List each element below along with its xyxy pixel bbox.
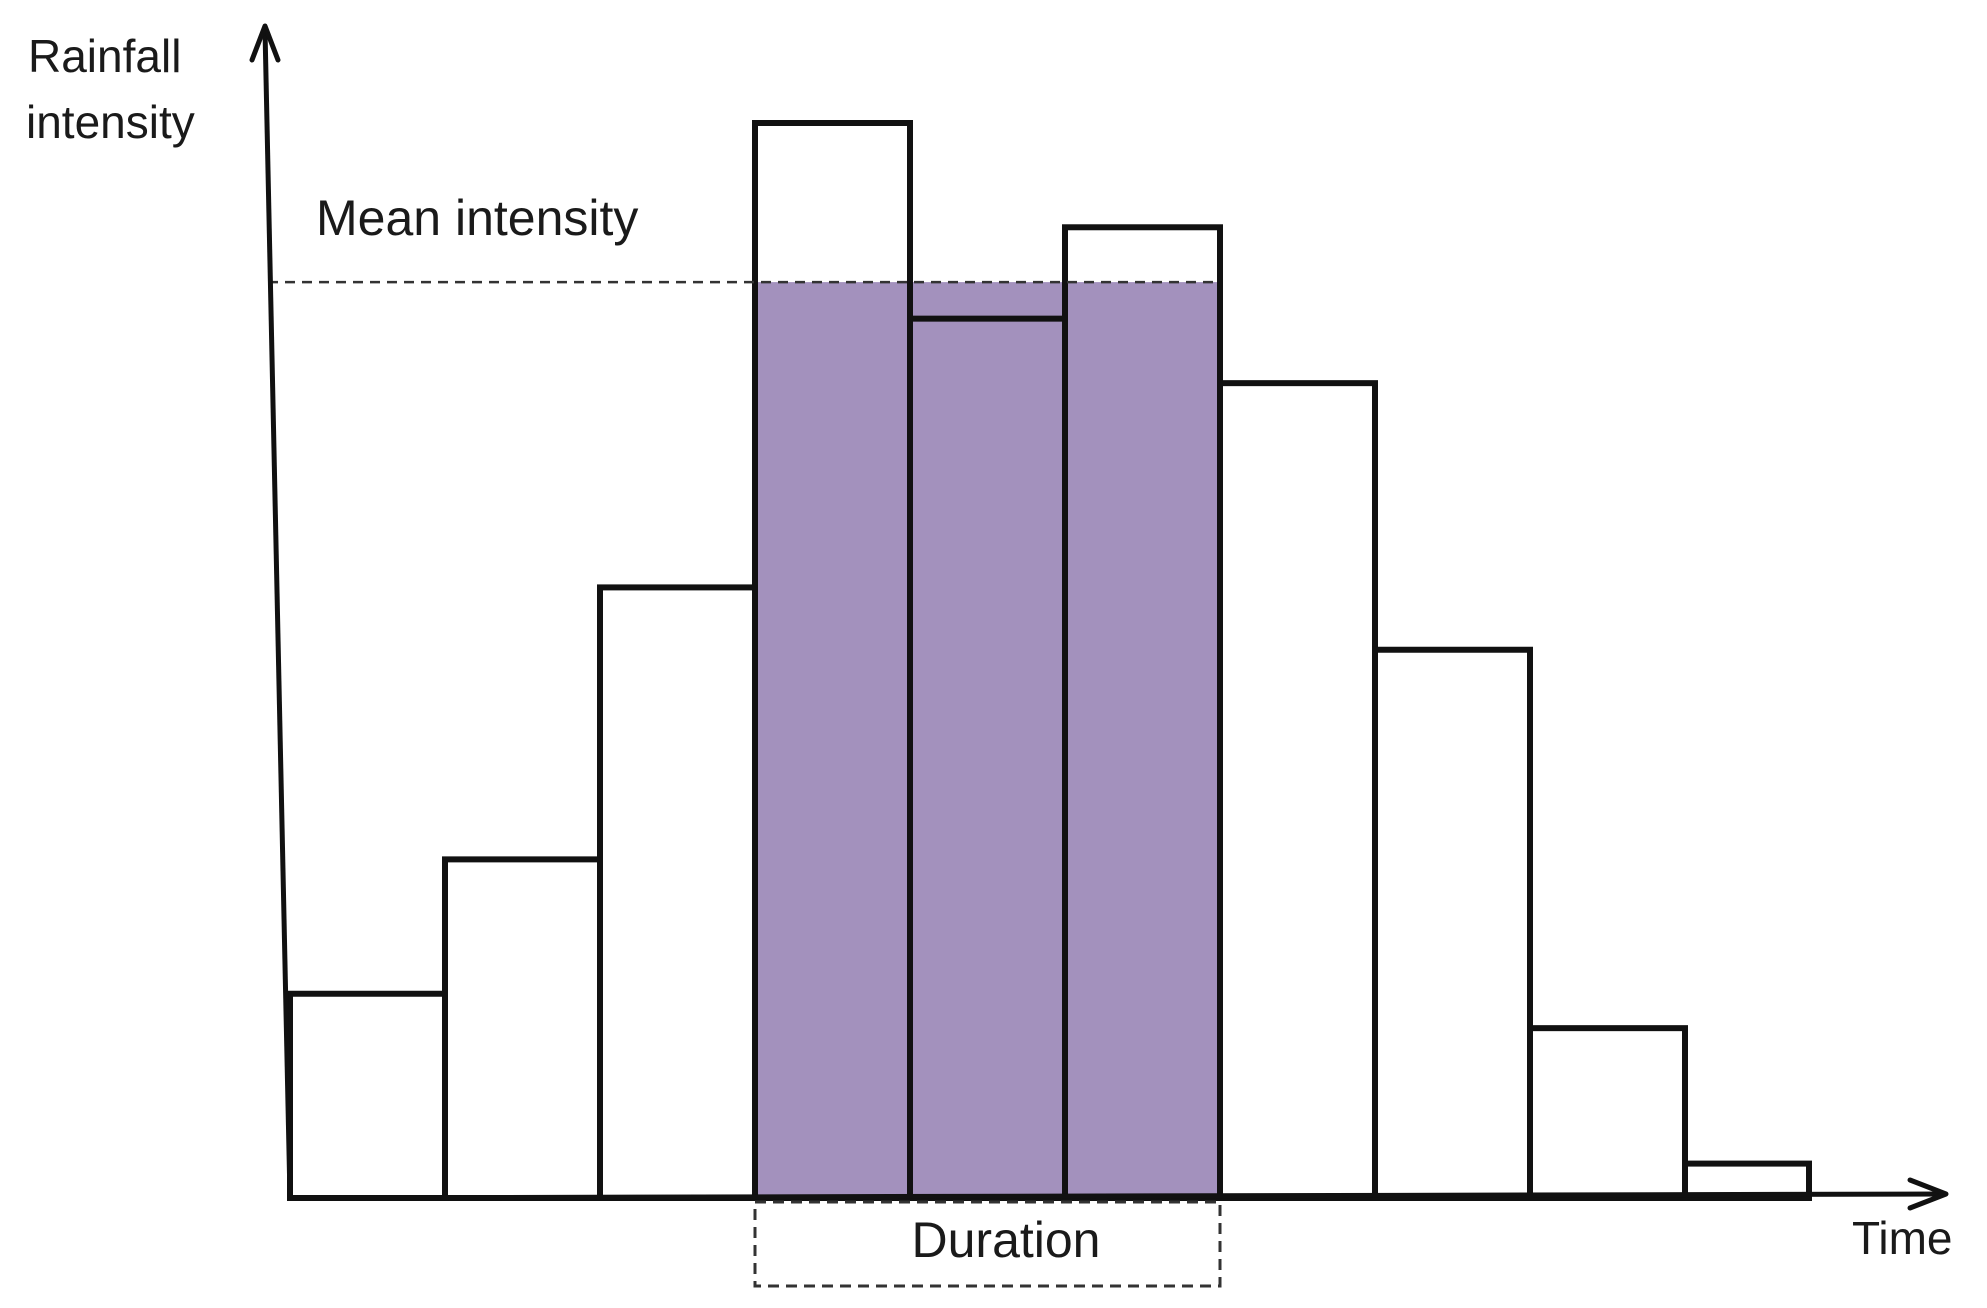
bar-3 <box>597 584 758 1201</box>
y-axis-label-line2: intensity <box>26 96 195 148</box>
bars-layer <box>287 120 1812 1202</box>
y-axis-label-line1: Rainfall <box>28 30 181 82</box>
duration-label: Duration <box>912 1212 1101 1268</box>
bar-1 <box>287 990 448 1201</box>
x-axis-arrowhead <box>1907 1177 1949 1211</box>
duration-highlight-layer <box>755 282 1220 1199</box>
x-axis-line <box>287 1191 1946 1201</box>
y-axis-arrowhead <box>249 23 281 63</box>
bar-7 <box>1217 380 1378 1201</box>
bar-2 <box>442 856 603 1201</box>
duration-box <box>753 1200 1222 1288</box>
axes-layer <box>249 23 1949 1211</box>
y-axis-line <box>262 29 293 1199</box>
bar-8 <box>1372 646 1533 1201</box>
duration-mean-area <box>755 282 1220 1199</box>
duration-box-layer <box>753 1200 1222 1288</box>
bar-9 <box>1527 1025 1688 1202</box>
x-axis-label: Time <box>1852 1212 1953 1264</box>
mean-intensity-label: Mean intensity <box>316 190 638 246</box>
